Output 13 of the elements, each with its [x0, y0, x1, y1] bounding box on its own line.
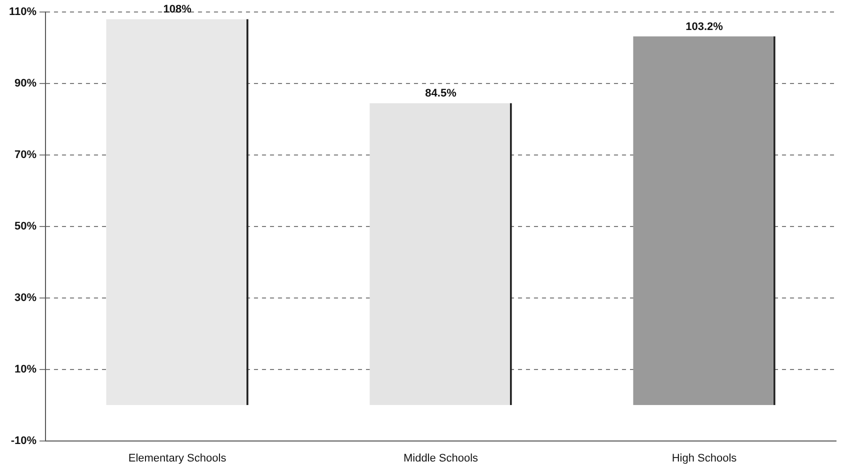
y-tick-label: 50%	[14, 220, 37, 232]
data-label: 108%	[163, 4, 192, 16]
y-tick-label: 10%	[14, 363, 37, 376]
data-label: 84.5%	[425, 88, 457, 100]
x-tick-label: Middle Schools	[403, 452, 479, 464]
y-tick-label: -10%	[10, 434, 37, 447]
x-tick-label: Elementary Schools	[128, 452, 227, 464]
x-tick-label: High Schools	[672, 452, 738, 464]
y-tick-label: 110%	[8, 6, 37, 18]
y-tick-label: 70%	[14, 148, 37, 161]
y-tick-label: 90%	[14, 78, 37, 90]
y-tick-label: 30%	[14, 292, 37, 304]
data-label: 103.2%	[686, 20, 724, 33]
